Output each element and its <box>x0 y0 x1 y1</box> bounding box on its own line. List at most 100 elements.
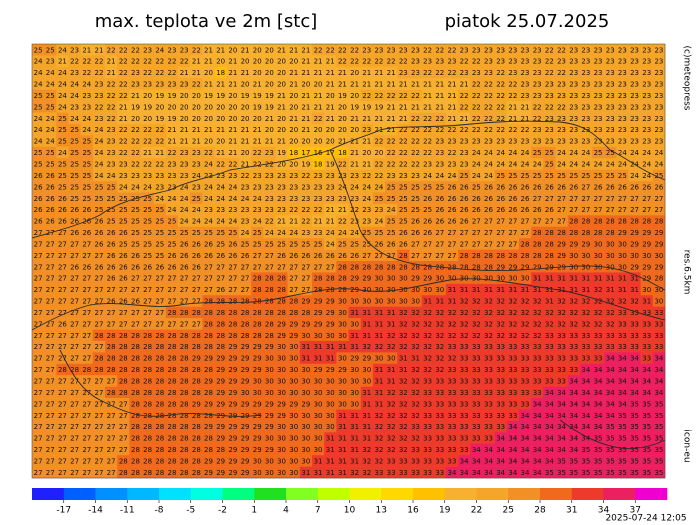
temperature-value: 25 <box>314 240 323 248</box>
temperature-cell <box>433 66 447 79</box>
temperature-value: 33 <box>472 389 481 397</box>
temperature-cell <box>56 112 69 125</box>
temperature-value: 32 <box>606 320 615 328</box>
temperature-cell <box>202 432 215 445</box>
temperature-cell <box>56 55 69 68</box>
temperature-cell <box>129 272 142 285</box>
temperature-value: 21 <box>216 46 225 54</box>
temperature-value: 24 <box>131 183 140 191</box>
temperature-value: 28 <box>654 275 663 283</box>
temperature-cell <box>178 169 191 182</box>
temperature-cell <box>263 306 276 319</box>
temperature-cell <box>506 55 520 68</box>
temperature-value: 27 <box>265 252 274 260</box>
temperature-value: 24 <box>496 149 505 157</box>
temperature-value: 24 <box>253 218 262 226</box>
temperature-value: 24 <box>508 149 517 157</box>
temperature-value: 34 <box>630 377 639 385</box>
temperature-cell <box>226 101 240 113</box>
temperature-value: 26 <box>411 229 420 237</box>
temperature-value: 26 <box>228 252 237 260</box>
temperature-value: 20 <box>265 126 274 134</box>
temperature-cell <box>652 203 666 216</box>
temperature-cell <box>105 238 118 250</box>
temperature-value: 26 <box>82 218 91 226</box>
temperature-value: 26 <box>70 218 79 226</box>
temperature-cell <box>458 398 471 410</box>
temperature-value: 22 <box>155 69 164 77</box>
temperature-value: 24 <box>350 229 359 237</box>
temperature-cell <box>178 466 191 479</box>
temperature-cell <box>409 306 422 319</box>
temperature-value: 35 <box>654 457 663 465</box>
temperature-cell <box>470 123 483 136</box>
temperature-value: 29 <box>241 355 250 363</box>
temperature-value: 30 <box>338 377 347 385</box>
temperature-cell <box>238 375 252 387</box>
temperature-cell <box>397 329 410 342</box>
temperature-cell <box>165 306 179 319</box>
temperature-value: 27 <box>192 275 201 283</box>
temperature-cell <box>579 169 593 182</box>
temperature-cell <box>604 203 617 216</box>
temperature-cell <box>616 44 629 56</box>
temperature-value: 21 <box>180 138 189 146</box>
temperature-value: 22 <box>387 58 396 66</box>
temperature-value: 21 <box>350 115 359 123</box>
temperature-value: 30 <box>253 389 262 397</box>
temperature-cell <box>263 78 276 90</box>
temperature-value: 23 <box>253 172 262 180</box>
temperature-value: 30 <box>277 423 286 431</box>
temperature-cell <box>336 249 349 262</box>
temperature-cell <box>409 181 422 193</box>
temperature-cell <box>652 386 666 399</box>
temperature-cell <box>68 44 81 56</box>
temperature-cell <box>421 238 435 250</box>
temperature-cell <box>202 66 215 79</box>
temperature-value: 23 <box>289 183 298 191</box>
temperature-value: 23 <box>131 81 140 89</box>
temperature-cell <box>105 112 118 125</box>
temperature-cell <box>44 78 57 90</box>
temperature-cell <box>470 89 483 102</box>
temperature-cell <box>506 306 520 319</box>
temperature-value: 26 <box>642 183 651 191</box>
temperature-cell <box>68 443 81 456</box>
temperature-value: 24 <box>180 195 189 203</box>
temperature-cell <box>385 55 398 68</box>
temperature-cell <box>470 455 483 467</box>
temperature-value: 32 <box>484 320 493 328</box>
temperature-value: 22 <box>119 58 128 66</box>
temperature-value: 27 <box>58 435 67 443</box>
temperature-cell <box>80 443 94 456</box>
temperature-value: 23 <box>241 218 250 226</box>
temperature-cell <box>178 226 191 239</box>
temperature-value: 32 <box>374 343 383 351</box>
temperature-value: 20 <box>180 92 189 100</box>
temperature-value: 31 <box>423 298 432 306</box>
temperature-cell <box>275 432 288 445</box>
temperature-cell <box>445 432 459 445</box>
temperature-value: 22 <box>301 206 310 214</box>
temperature-cell <box>385 283 398 296</box>
temperature-cell <box>92 306 106 319</box>
temperature-value: 22 <box>460 126 469 134</box>
temperature-value: 23 <box>521 69 530 77</box>
temperature-cell <box>80 466 94 479</box>
temperature-value: 30 <box>301 389 310 397</box>
temperature-cell <box>56 375 69 387</box>
temperature-cell <box>178 443 191 456</box>
temperature-value: 27 <box>618 195 627 203</box>
temperature-value: 23 <box>545 92 554 100</box>
temperature-value: 28 <box>374 263 383 271</box>
temperature-value: 27 <box>70 435 79 443</box>
temperature-value: 31 <box>606 286 615 294</box>
temperature-value: 34 <box>618 377 627 385</box>
temperature-cell <box>555 363 568 376</box>
temperature-cell <box>287 238 301 250</box>
temperature-cell <box>68 123 81 136</box>
temperature-value: 27 <box>557 206 566 214</box>
temperature-value: 27 <box>34 286 43 294</box>
temperature-cell <box>579 135 593 148</box>
temperature-value: 20 <box>253 46 262 54</box>
